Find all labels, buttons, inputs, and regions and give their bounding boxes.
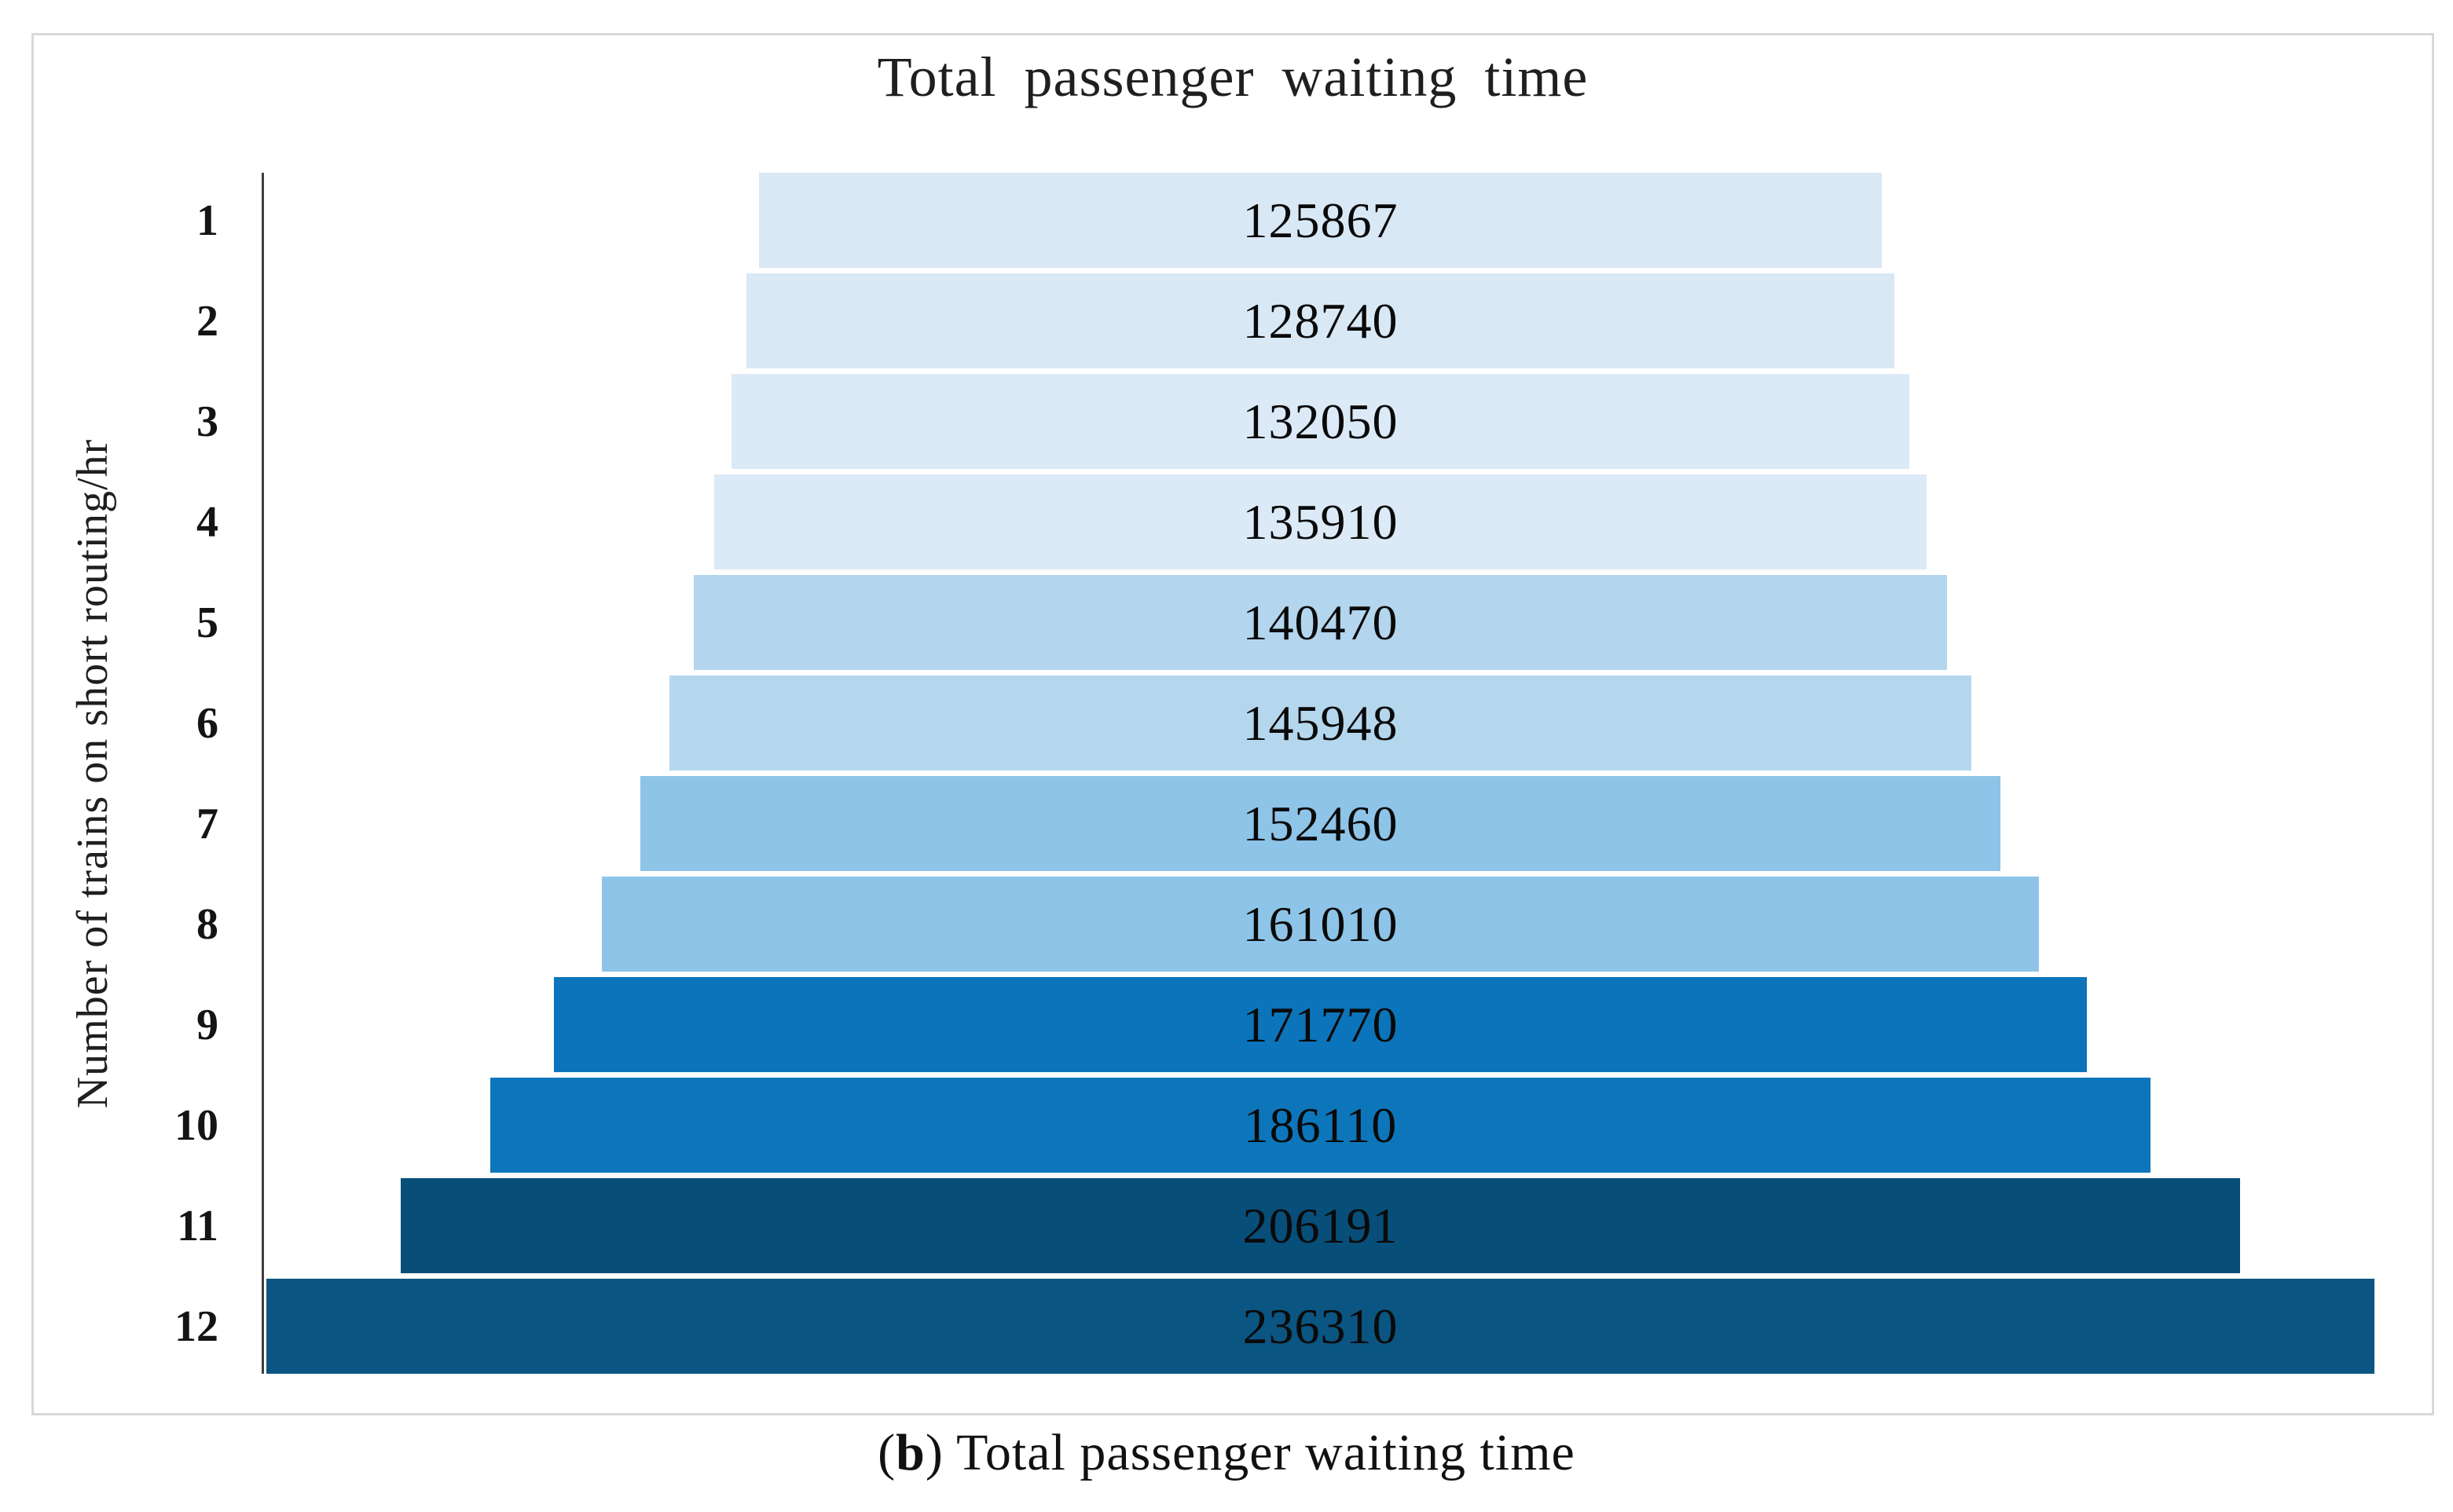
bar-row: 171770 xyxy=(264,977,2377,1072)
y-axis-tick-labels: 1 2 3 4 5 6 7 8 9 10 11 12 xyxy=(152,173,262,1374)
y-axis-tick-label: 9 xyxy=(196,1000,218,1049)
bar-row: 145948 xyxy=(264,675,2377,771)
bar-value-label: 236310 xyxy=(1242,1298,1399,1354)
y-axis-tick-label: 2 xyxy=(196,296,218,346)
bar-value-label: 206191 xyxy=(1242,1197,1399,1254)
bar-value-label: 125867 xyxy=(1242,192,1399,248)
bar: 206191 xyxy=(400,1178,2241,1273)
caption-prefix: ( xyxy=(878,1424,896,1481)
y-axis-tick-label: 5 xyxy=(196,598,218,647)
y-axis-tick-label: 12 xyxy=(174,1301,218,1351)
y-axis-line xyxy=(262,173,264,1374)
y-axis-tick-label: 3 xyxy=(196,397,218,446)
y-axis-tick-label: 7 xyxy=(196,799,218,848)
bar-row: 140470 xyxy=(264,575,2377,670)
bar-value-label: 132050 xyxy=(1242,393,1399,449)
bar: 132050 xyxy=(731,374,1910,469)
y-axis-title: Number of trains on short routing/hr xyxy=(68,438,117,1108)
y-axis-tick-label: 1 xyxy=(196,196,218,245)
y-axis-tick-label: 11 xyxy=(177,1201,218,1250)
bar-value-label: 171770 xyxy=(1242,996,1399,1053)
plot-area: 125867 128740 132050 135910 140470 14594… xyxy=(262,173,2377,1374)
y-axis-tick-label: 10 xyxy=(174,1100,218,1150)
bar: 128740 xyxy=(746,273,1895,368)
bar: 152460 xyxy=(640,776,2001,871)
bar-row: 206191 xyxy=(264,1178,2377,1273)
bar-row: 161010 xyxy=(264,877,2377,972)
chart-title: Total passenger waiting time xyxy=(877,46,1589,108)
bar-row: 186110 xyxy=(264,1078,2377,1173)
y-axis-title-column: Number of trains on short routing/hr xyxy=(34,173,152,1374)
caption-bold-letter: b xyxy=(896,1424,926,1481)
bar-row: 135910 xyxy=(264,474,2377,569)
bar-value-label: 145948 xyxy=(1242,694,1399,751)
bar: 236310 xyxy=(266,1279,2375,1374)
bar-value-label: 161010 xyxy=(1242,895,1399,952)
bar: 186110 xyxy=(490,1078,2151,1173)
y-axis-tick-label: 6 xyxy=(196,698,218,748)
y-axis-tick-label: 4 xyxy=(196,497,218,547)
bar-value-label: 140470 xyxy=(1242,594,1399,650)
bar: 161010 xyxy=(602,877,2039,972)
figure-caption: (b) Total passenger waiting time xyxy=(0,1423,2453,1483)
bar-row: 236310 xyxy=(264,1279,2377,1374)
bar-row: 125867 xyxy=(264,173,2377,268)
bar: 145948 xyxy=(669,675,1972,771)
y-axis-tick-label: 8 xyxy=(196,899,218,949)
bar: 135910 xyxy=(713,474,1927,569)
bar-value-label: 186110 xyxy=(1243,1096,1398,1153)
bar-value-label: 152460 xyxy=(1242,795,1399,851)
bar: 171770 xyxy=(554,977,2087,1072)
bar: 140470 xyxy=(694,575,1947,670)
bar-row: 132050 xyxy=(264,374,2377,469)
chart-panel: Total passenger waiting time Number of t… xyxy=(31,33,2434,1415)
bar-row: 152460 xyxy=(264,776,2377,871)
bar-value-label: 128740 xyxy=(1242,292,1399,349)
bar: 125867 xyxy=(758,173,1883,268)
chart-area: Number of trains on short routing/hr 1 2… xyxy=(34,173,2377,1374)
bar-rows: 125867 128740 132050 135910 140470 14594… xyxy=(264,173,2377,1374)
bar-value-label: 135910 xyxy=(1242,493,1399,550)
bar-row: 128740 xyxy=(264,273,2377,368)
caption-suffix: ) Total passenger waiting time xyxy=(925,1424,1575,1481)
